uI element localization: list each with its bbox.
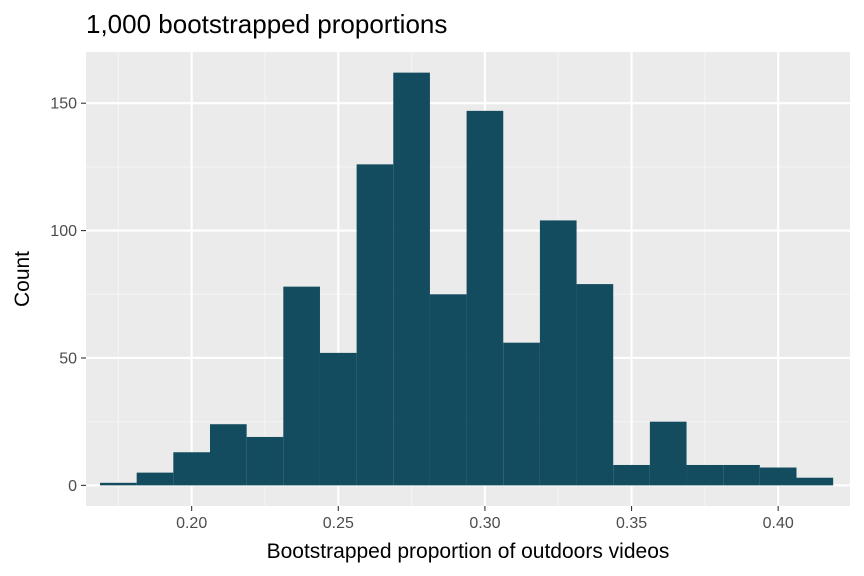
histogram-bar [100,482,137,486]
y-tick-label: 0 [68,478,77,495]
y-tick-label: 100 [50,223,77,240]
histogram-bar [686,464,724,486]
histogram-bar [723,464,760,486]
y-tick-label: 150 [50,96,77,113]
x-tick-label: 0.40 [763,515,794,532]
histogram-bar [576,284,614,486]
histogram-bar [613,464,650,486]
x-axis: 0.20 0.25 0.30 0.35 0.40 [176,506,794,532]
chart-title: 1,000 bootstrapped proportions [86,9,447,39]
y-axis: 0 50 100 150 [50,96,86,495]
histogram-bar [649,421,687,486]
histogram-bar [209,424,247,486]
x-tick-label: 0.30 [469,515,500,532]
histogram-bars [100,72,834,486]
x-tick-label: 0.25 [323,515,354,532]
histogram-bar [246,436,284,486]
histogram-bar [503,342,540,486]
histogram-bar [759,467,797,486]
y-tick-label: 50 [59,350,77,367]
histogram-bar [429,294,467,486]
histogram-bar [356,164,394,486]
histogram-bar [136,472,174,486]
histogram-bar [539,220,577,486]
x-axis-title: Bootstrapped proportion of outdoors vide… [267,540,670,563]
histogram-bar [319,352,357,486]
histogram-bar [393,72,430,486]
x-tick-label: 0.20 [176,515,207,532]
histogram-bar [283,286,320,486]
histogram-bar [466,110,504,486]
histogram-bar [796,477,834,486]
y-axis-title: Count [11,251,34,307]
histogram-bar [173,452,210,486]
x-tick-label: 0.35 [616,515,647,532]
